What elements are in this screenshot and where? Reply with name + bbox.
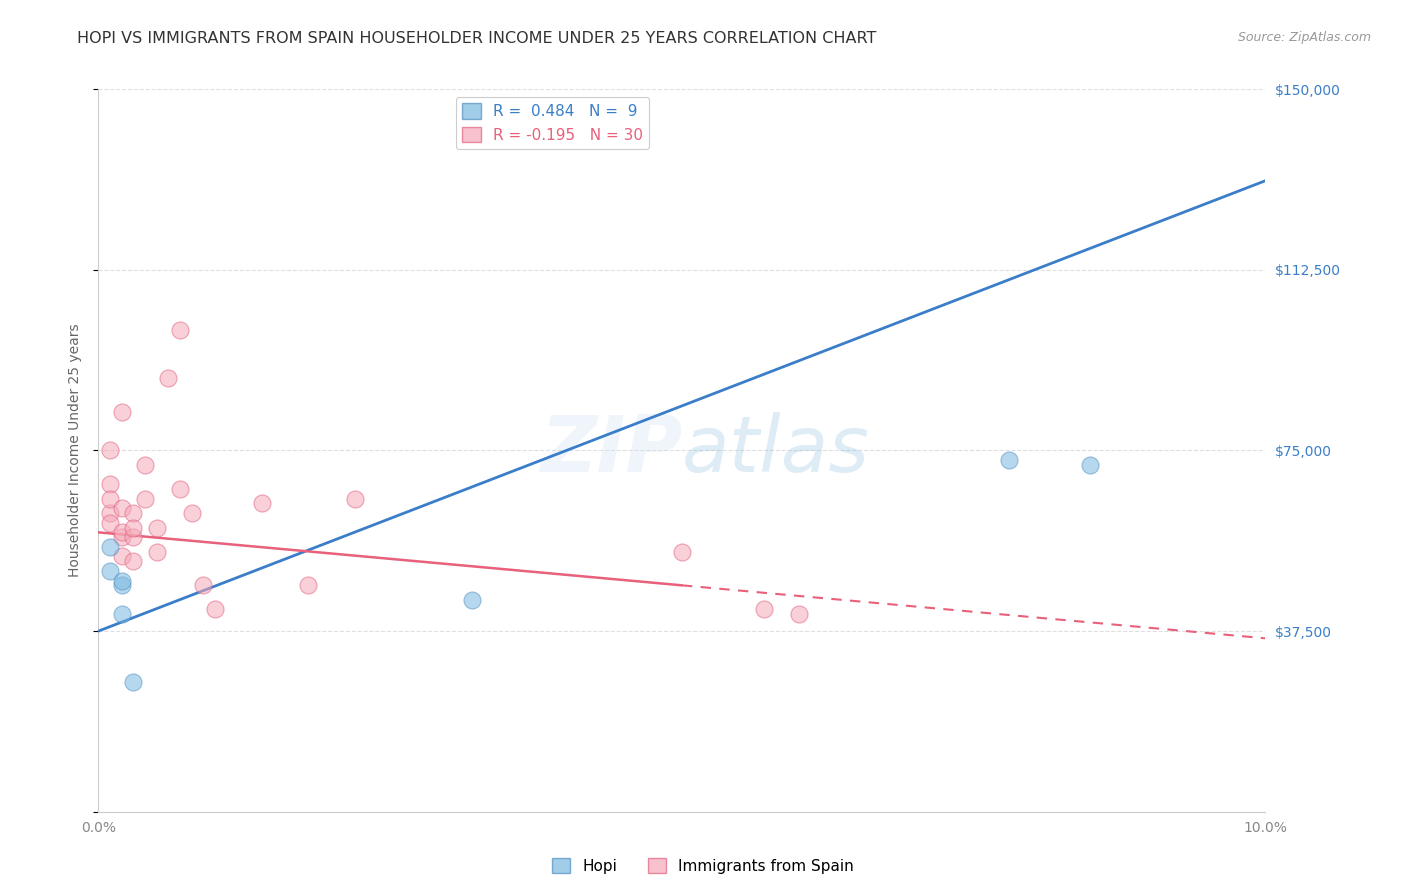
Point [461, 592, 484, 607]
Point [157, 371, 180, 385]
Point [1080, 458, 1102, 472]
Point [111, 405, 134, 419]
Point [997, 453, 1019, 467]
Point [111, 530, 134, 544]
Legend: Hopi, Immigrants from Spain: Hopi, Immigrants from Spain [546, 852, 860, 880]
Y-axis label: Householder Income Under 25 years: Householder Income Under 25 years [69, 324, 83, 577]
Point [98, 491, 121, 506]
Point [134, 491, 156, 506]
Text: atlas: atlas [682, 412, 870, 489]
Point [111, 501, 134, 516]
Text: Source: ZipAtlas.com: Source: ZipAtlas.com [1237, 31, 1371, 45]
Point [98, 506, 121, 520]
Point [787, 607, 810, 622]
Point [98, 443, 121, 458]
Point [122, 674, 145, 689]
Text: ZIP: ZIP [540, 412, 682, 489]
Point [111, 574, 134, 588]
Point [297, 578, 319, 592]
Point [122, 506, 145, 520]
Point [111, 525, 134, 540]
Point [250, 496, 273, 510]
Point [180, 506, 202, 520]
Point [111, 607, 134, 622]
Point [98, 540, 121, 554]
Point [169, 482, 191, 496]
Point [193, 578, 215, 592]
Text: HOPI VS IMMIGRANTS FROM SPAIN HOUSEHOLDER INCOME UNDER 25 YEARS CORRELATION CHAR: HOPI VS IMMIGRANTS FROM SPAIN HOUSEHOLDE… [77, 31, 877, 46]
Point [122, 520, 145, 534]
Point [752, 602, 775, 616]
Point [134, 458, 156, 472]
Point [111, 578, 134, 592]
Point [98, 477, 121, 491]
Point [344, 491, 367, 506]
Point [111, 549, 134, 564]
Point [122, 554, 145, 568]
Legend: R =  0.484   N =  9, R = -0.195   N = 30: R = 0.484 N = 9, R = -0.195 N = 30 [456, 97, 650, 149]
Point [98, 516, 121, 530]
Point [98, 564, 121, 578]
Point [169, 323, 191, 337]
Point [122, 530, 145, 544]
Point [671, 544, 693, 558]
Point [146, 520, 169, 534]
Point [204, 602, 226, 616]
Point [146, 544, 169, 558]
